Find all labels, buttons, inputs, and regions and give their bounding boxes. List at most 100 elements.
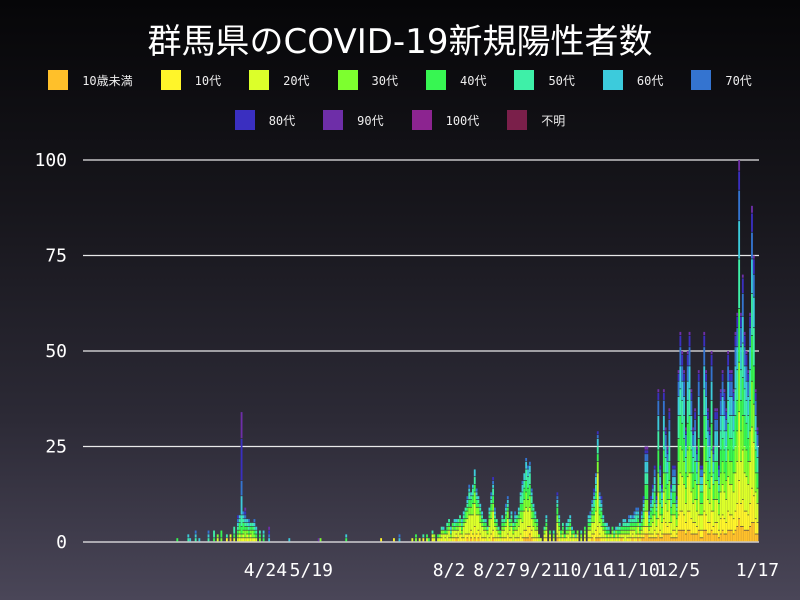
bar-segment [730,515,733,530]
bar-segment [673,492,676,504]
bar-segment [736,328,739,347]
day-bar [664,427,667,542]
day-bar [438,534,441,542]
bar-segment [749,347,752,370]
bar-segment [477,499,480,504]
bar-segment [743,530,746,542]
bar-segment [718,484,720,492]
bar-segment [708,534,711,542]
bar-segment [602,526,605,530]
bar-segment [440,526,443,530]
bar-segment [505,538,507,542]
bar-segment [534,538,537,542]
day-bar [653,465,656,542]
legend-label: 80代 [268,113,296,128]
bar-segment [527,538,529,542]
bar-segment [622,534,625,538]
bar-segment [528,507,531,527]
bar-segment [492,477,495,481]
bar-segment [225,538,228,542]
bar-segment [650,534,652,538]
bar-segment [521,492,524,504]
legend-label: 30代 [371,73,398,88]
day-bar [721,370,724,542]
bar-segment [468,534,471,542]
day-bar [628,515,630,542]
bar-segment [692,446,695,458]
bar-segment [527,469,529,477]
bar-segment [488,511,491,515]
day-bar [521,480,524,542]
bar-segment [666,450,669,454]
bar-segment [703,366,706,389]
bar-segment [741,278,744,293]
bar-segment [431,538,434,542]
bar-segment [593,496,595,500]
bar-segment [721,373,724,381]
x-tick-label: 8/27 [473,560,516,581]
bar-segment [591,522,594,534]
bar-segment [651,488,654,492]
bar-segment [449,526,452,530]
bar-segment [668,522,671,534]
bar-segment [699,492,702,504]
bar-segment [523,480,526,488]
bar-segment [560,530,562,534]
day-bar [433,534,436,542]
y-tick-label: 0 [56,532,67,553]
bar-segment [602,538,605,542]
bar-segment [440,534,443,538]
bar-segment [510,526,513,538]
bar-segment [642,534,645,538]
bar-segment [194,530,197,534]
bar-segment [637,511,640,515]
day-bar [483,519,485,542]
bar-segment [644,499,647,511]
bar-segment [471,503,474,515]
day-bar [583,526,586,542]
bar-segment [514,538,517,542]
day-bar [751,205,753,542]
bar-segment [596,538,599,542]
bar-segment [618,538,621,542]
bar-segment [690,389,693,393]
bar-segment [481,511,484,515]
bar-segment [684,427,687,431]
bar-segment [519,534,522,542]
bar-segment [505,503,507,507]
bar-segment [600,526,603,538]
bar-segment [703,511,706,530]
bar-segment [743,389,746,416]
bar-segment [673,530,676,538]
day-bar [490,492,493,542]
bar-segment [598,496,601,500]
bar-segment [486,526,489,530]
bar-segment [556,496,559,500]
day-bar [444,530,447,542]
legend-swatch [411,110,432,130]
bar-segment [668,431,671,446]
bar-segment [684,473,687,488]
bar-segment [591,534,594,538]
bar-segment [692,427,695,431]
bar-segment [618,522,621,527]
bar-segment [483,538,485,542]
y-tick-label: 25 [45,437,67,458]
day-bar [615,526,618,542]
bar-segment [600,519,603,527]
day-bar [595,473,597,542]
bar-segment [247,526,250,530]
bar-segment [488,515,491,519]
bar-segment [725,431,728,446]
bar-segment [247,534,250,538]
day-bar [233,526,236,542]
day-bar [670,484,673,542]
bar-segment [659,515,662,530]
bar-segment [501,530,504,538]
bar-segment [455,530,458,534]
bar-segment [244,511,247,515]
bar-segment [536,519,539,523]
bar-segment [561,534,564,538]
bar-segment [628,538,630,542]
bar-segment [240,412,243,439]
